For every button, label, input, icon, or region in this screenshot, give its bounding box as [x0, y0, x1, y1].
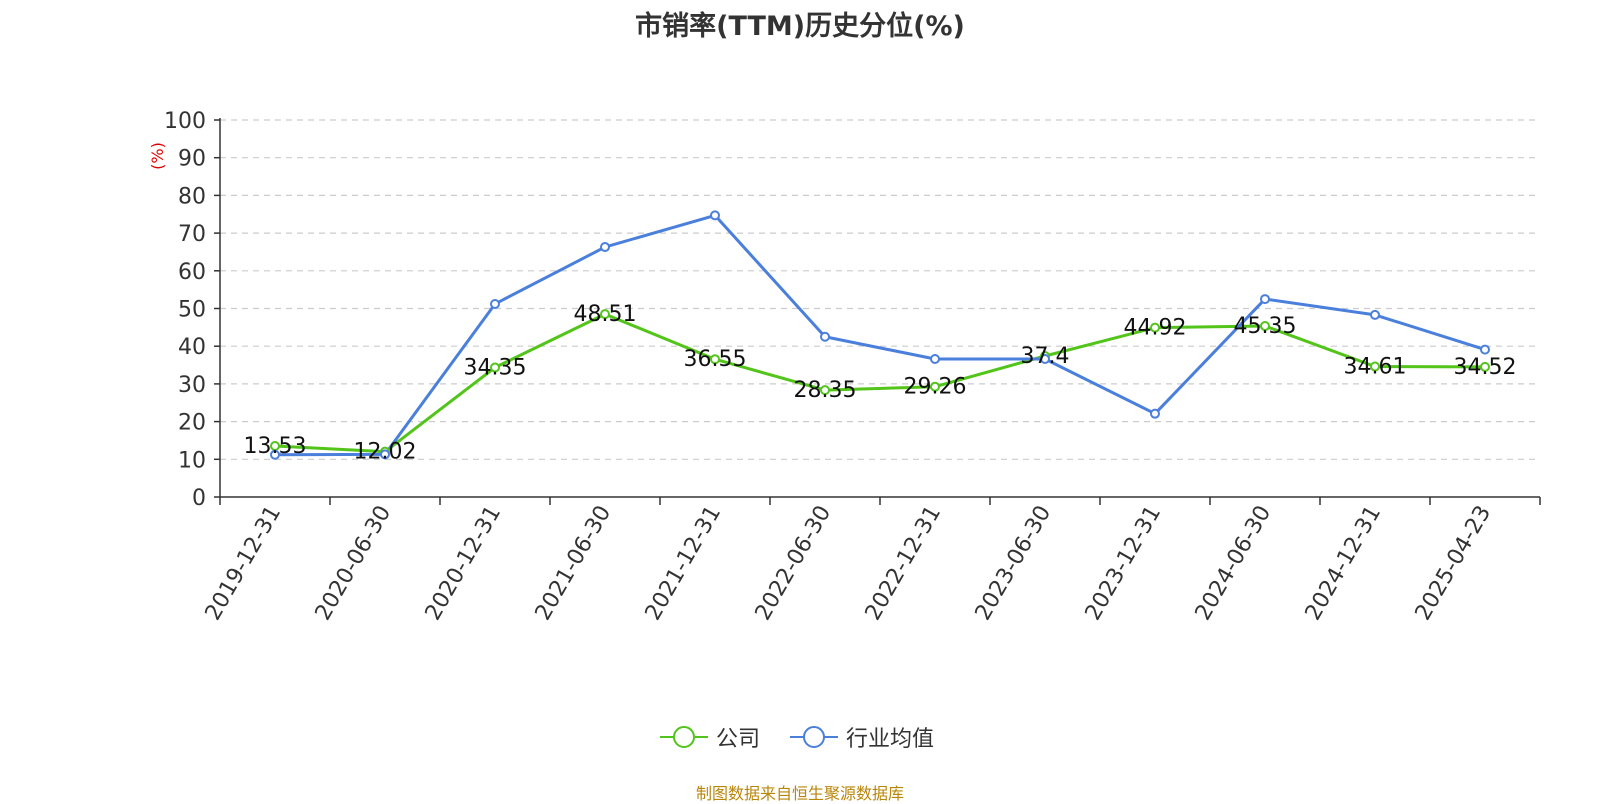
- legend-item-industry-avg[interactable]: 行业均值: [790, 722, 934, 752]
- legend-marker-industry-avg: [790, 726, 838, 748]
- y-tick-label: 10: [178, 448, 206, 473]
- data-point-1: [820, 331, 830, 342]
- series-line-1: [274, 213, 1486, 457]
- y-axis-label: (%): [148, 142, 167, 170]
- data-point-0: [1480, 361, 1490, 372]
- data-point-0: [1150, 322, 1160, 333]
- data-point-1: [710, 210, 720, 221]
- data-point-1: [490, 298, 500, 309]
- x-tick-label: 2023-12-31: [1081, 502, 1167, 625]
- data-point-1: [1150, 408, 1160, 419]
- x-tick-label: 2020-12-31: [421, 502, 507, 625]
- data-label: 37.4: [1021, 344, 1070, 369]
- y-tick-label: 60: [178, 260, 206, 285]
- data-label: 34.61: [1344, 355, 1407, 380]
- y-tick-label: 40: [178, 335, 206, 360]
- data-point-0: [1260, 321, 1270, 332]
- chart-title: 市销率(TTM)历史分位(%): [635, 11, 965, 42]
- data-label: 34.35: [464, 356, 527, 381]
- y-tick-label: 80: [178, 184, 206, 209]
- data-label: 12.02: [354, 440, 417, 465]
- data-label: 45.35: [1234, 314, 1297, 339]
- legend: 公司 行业均值: [0, 722, 1600, 752]
- legend-label-industry-avg: 行业均值: [846, 727, 935, 752]
- x-tick-label: 2021-12-31: [641, 502, 727, 625]
- data-label: 44.92: [1124, 316, 1187, 341]
- data-label: 28.35: [794, 378, 857, 403]
- data-point-1: [600, 242, 610, 253]
- source-note: 制图数据来自恒生聚源数据库: [695, 784, 904, 803]
- x-tick-label: 2025-04-23: [1411, 502, 1497, 625]
- data-label: 36.55: [684, 347, 747, 372]
- y-tick-label: 20: [178, 411, 206, 436]
- x-tick-label: 2020-06-30: [311, 502, 397, 625]
- data-point-1: [1260, 294, 1270, 305]
- data-point-1: [930, 354, 940, 365]
- data-point-0: [710, 354, 720, 365]
- data-point-0: [930, 381, 940, 392]
- data-label: 29.26: [904, 375, 967, 400]
- data-point-1: [1040, 354, 1050, 365]
- legend-label-company: 公司: [716, 727, 761, 752]
- y-tick-label: 100: [164, 109, 206, 134]
- x-tick-label: 2019-12-31: [201, 502, 287, 625]
- data-point-1: [1480, 344, 1490, 355]
- y-tick-label: 90: [178, 147, 206, 172]
- data-label: 34.52: [1454, 355, 1517, 380]
- y-tick-label: 30: [178, 373, 206, 398]
- data-point-1: [1370, 309, 1380, 320]
- data-label: 13.53: [244, 434, 307, 459]
- y-tick-label: 70: [178, 222, 206, 247]
- series-line-0: [274, 312, 1486, 454]
- data-label: 48.51: [574, 302, 637, 327]
- data-point-1: [270, 449, 280, 460]
- x-tick-label: 2024-12-31: [1301, 502, 1387, 625]
- x-tick-label: 2024-06-30: [1191, 502, 1277, 625]
- x-tick-label: 2021-06-30: [531, 502, 617, 625]
- data-point-0: [820, 385, 830, 396]
- data-point-0: [1370, 361, 1380, 372]
- legend-item-company[interactable]: 公司: [660, 722, 760, 752]
- x-tick-label: 2023-06-30: [971, 502, 1057, 625]
- y-tick-label: 0: [192, 486, 206, 511]
- data-point-0: [600, 309, 610, 320]
- legend-marker-company: [660, 726, 708, 748]
- y-tick-label: 50: [178, 298, 206, 323]
- data-point-1: [380, 449, 390, 460]
- data-point-0: [490, 362, 500, 373]
- x-tick-label: 2022-12-31: [861, 502, 947, 625]
- x-tick-label: 2022-06-30: [751, 502, 837, 625]
